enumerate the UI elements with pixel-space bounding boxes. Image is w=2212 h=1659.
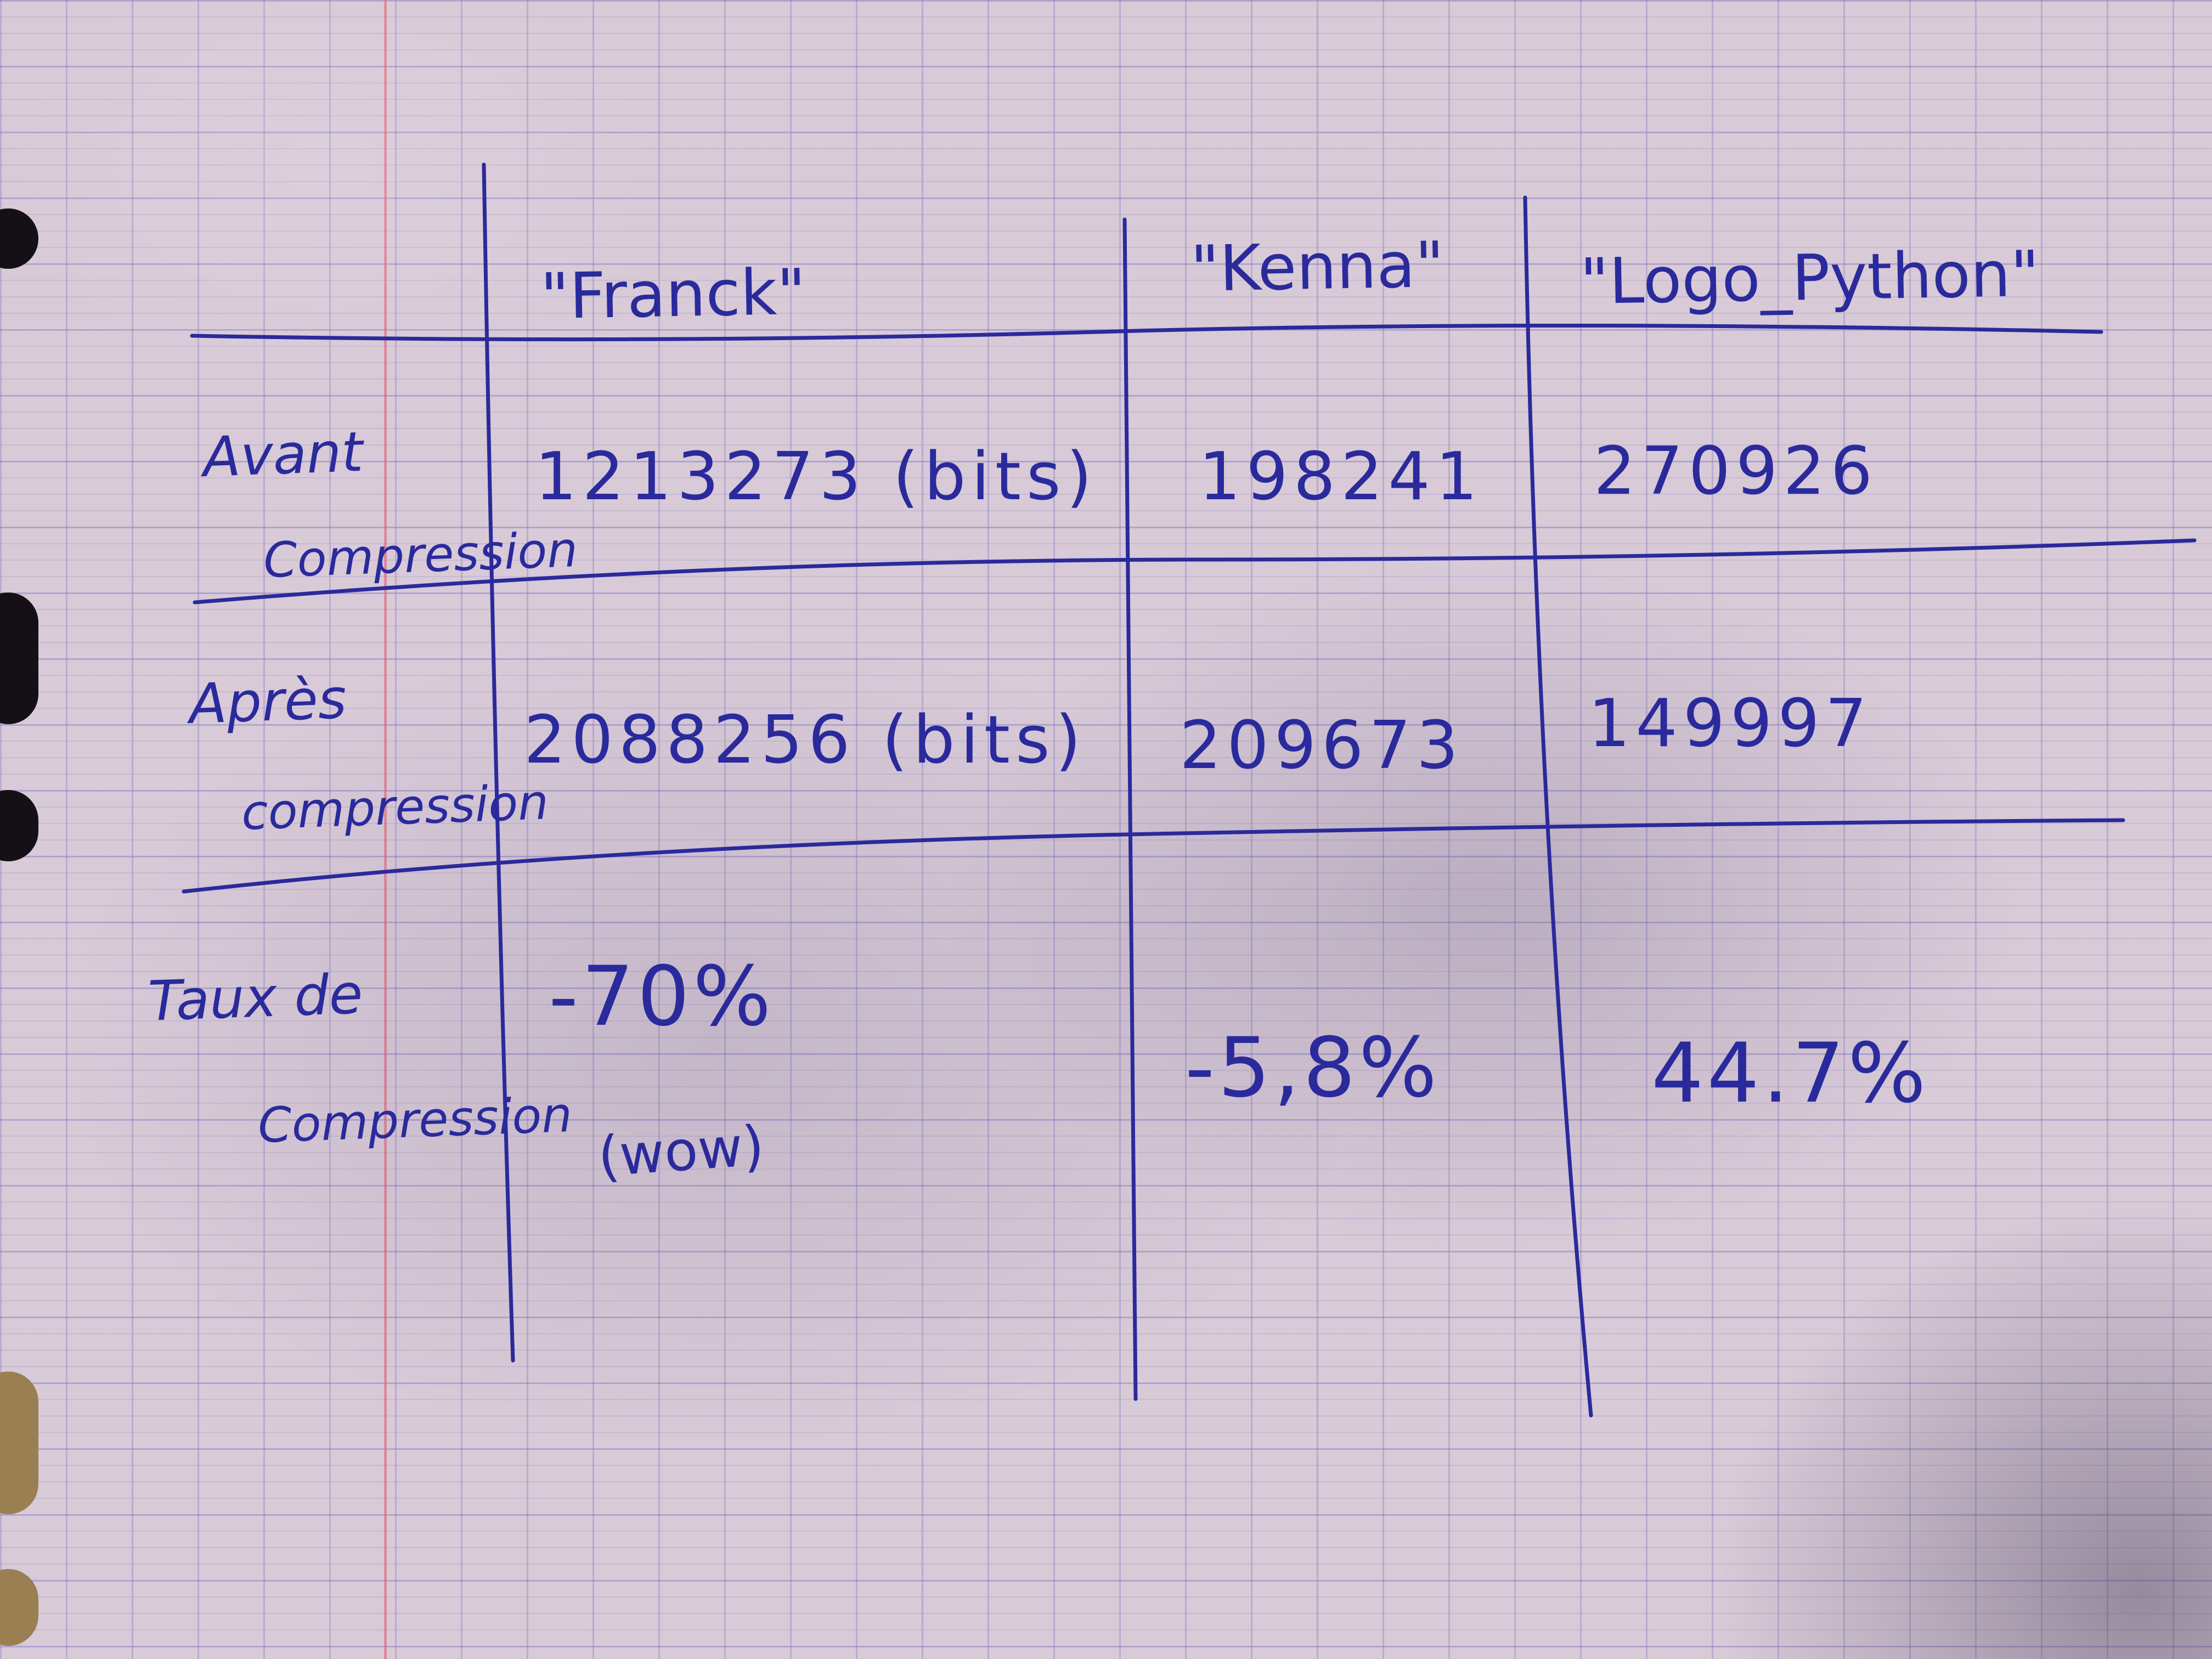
column-header-logo-python: "Logo_Python" [1579,237,2040,319]
row-rule-1 [193,538,2197,605]
cell-logo-python-avant: 270926 [1594,433,1878,510]
cell-franck-apres: 2088256 (bits) [524,702,1087,778]
cell-kenna-taux: -5,8% [1185,1020,1441,1116]
column-rule-3 [1523,195,1593,1418]
cell-kenna-apres: 209673 [1180,708,1464,784]
row-label-taux-compression: Compression [257,1086,573,1154]
binder-hole [0,790,38,861]
cell-kenna-avant: 198241 [1199,439,1483,515]
cell-franck-taux: -70% [549,949,775,1045]
column-rule-1 [482,162,515,1363]
binder-hole [0,1569,38,1646]
row-rule-2 [182,818,2125,894]
column-header-kenna: "Kenna" [1189,228,1445,307]
column-header-franck: "Franck" [539,255,807,334]
binder-hole [0,592,38,724]
row-label-avant-compression: Compression [262,521,579,589]
row-label-taux-de: Taux de [147,962,364,1034]
cell-logo-python-taux: 44.7% [1651,1026,1929,1121]
binder-hole [0,1372,38,1514]
paper-margin-line [384,0,387,1659]
row-label-apres: Après [188,667,348,736]
column-rule-2 [1122,217,1138,1401]
row-label-apres-compression: compression [240,774,550,841]
cell-franck-avant: 1213273 (bits) [535,439,1098,515]
row-label-avant: Avant [202,419,364,490]
cell-franck-taux-note: (wow) [596,1113,766,1189]
header-rule [190,324,2103,342]
cell-logo-python-apres: 149997 [1588,686,1873,762]
